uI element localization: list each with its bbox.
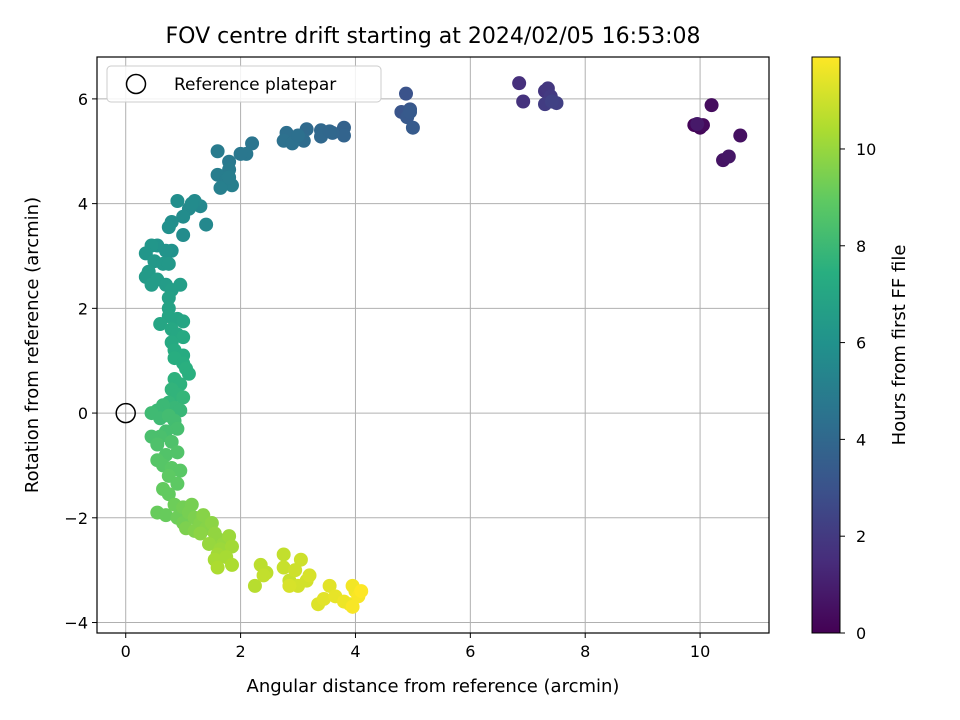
data-point bbox=[399, 86, 414, 101]
data-point bbox=[224, 557, 239, 572]
data-point bbox=[210, 560, 225, 575]
x-tick-label: 0 bbox=[121, 642, 131, 661]
colorbar-tick-label: 8 bbox=[856, 237, 866, 256]
data-point bbox=[193, 526, 208, 541]
data-point bbox=[322, 124, 337, 139]
data-point bbox=[184, 497, 199, 512]
legend-label-reference: Reference platepar bbox=[174, 75, 336, 95]
reference-marker bbox=[115, 402, 136, 424]
y-tick-label: −4 bbox=[64, 614, 88, 633]
data-point bbox=[256, 568, 271, 583]
data-point bbox=[282, 578, 297, 593]
data-point bbox=[202, 536, 216, 551]
x-tick-label: 2 bbox=[235, 642, 245, 661]
data-point bbox=[512, 76, 527, 91]
data-point bbox=[733, 128, 748, 143]
data-point bbox=[161, 256, 176, 271]
data-point bbox=[276, 560, 291, 575]
data-point bbox=[176, 228, 191, 243]
y-tick-label: 4 bbox=[78, 195, 88, 214]
data-point bbox=[199, 217, 214, 232]
colorbar-tick-label: 10 bbox=[856, 140, 876, 159]
data-point bbox=[544, 94, 559, 109]
data-point bbox=[204, 516, 219, 531]
data-point bbox=[245, 136, 260, 151]
data-point bbox=[153, 317, 168, 332]
data-point bbox=[222, 170, 237, 185]
data-point bbox=[345, 599, 360, 614]
plot-frame bbox=[96, 56, 770, 634]
data-point bbox=[161, 220, 176, 235]
x-tick-label: 8 bbox=[580, 642, 590, 661]
colorbar-tick-label: 2 bbox=[856, 527, 866, 546]
data-point bbox=[291, 128, 306, 143]
y-tick-label: 2 bbox=[78, 299, 88, 318]
y-axis-ticks: −4 −2 0 2 4 6 bbox=[64, 90, 97, 633]
data-point bbox=[354, 584, 369, 599]
colorbar-tick-label: 4 bbox=[856, 430, 866, 449]
data-point bbox=[213, 180, 228, 195]
data-point bbox=[176, 390, 191, 405]
data-point bbox=[721, 149, 736, 164]
data-point bbox=[161, 290, 176, 305]
data-point bbox=[322, 578, 337, 593]
data-point bbox=[403, 104, 418, 119]
x-tick-label: 4 bbox=[350, 642, 360, 661]
data-point bbox=[181, 366, 196, 381]
data-point bbox=[690, 117, 705, 132]
colorbar-gradient bbox=[811, 56, 841, 634]
legend-marker-reference bbox=[125, 73, 147, 95]
data-point bbox=[224, 539, 239, 554]
data-point bbox=[158, 508, 173, 523]
data-point bbox=[170, 476, 185, 491]
data-point bbox=[222, 529, 237, 544]
data-point bbox=[170, 445, 185, 460]
x-tick-label: 6 bbox=[465, 642, 475, 661]
data-point bbox=[302, 568, 317, 583]
reference-point bbox=[115, 402, 136, 424]
data-point bbox=[184, 196, 199, 211]
data-point bbox=[336, 128, 351, 143]
legend-box bbox=[106, 65, 382, 103]
data-point bbox=[516, 94, 531, 109]
data-point bbox=[176, 209, 191, 224]
legend: Reference platepar bbox=[106, 65, 382, 103]
data-point bbox=[150, 437, 165, 452]
data-point bbox=[288, 563, 303, 578]
data-point bbox=[316, 591, 331, 606]
y-tick-label: 6 bbox=[78, 90, 88, 109]
data-point bbox=[176, 330, 191, 345]
data-point bbox=[210, 144, 225, 159]
colorbar: 0 2 4 6 8 10 Hours from first FF file bbox=[811, 56, 910, 643]
colorbar-ticks: 0 2 4 6 8 10 bbox=[840, 140, 876, 643]
data-point bbox=[405, 120, 420, 135]
x-axis-label: Angular distance from reference (arcmin) bbox=[247, 676, 620, 697]
data-point bbox=[704, 98, 719, 113]
data-point bbox=[247, 578, 262, 593]
data-point bbox=[144, 277, 159, 292]
data-point bbox=[293, 552, 308, 567]
y-tick-label: 0 bbox=[78, 404, 88, 423]
data-point bbox=[170, 194, 185, 208]
grid-lines bbox=[97, 57, 769, 633]
x-axis-ticks: 0 2 4 6 8 10 bbox=[121, 633, 710, 661]
y-tick-label: −2 bbox=[64, 509, 88, 528]
colorbar-tick-label: 0 bbox=[856, 624, 866, 643]
x-tick-label: 10 bbox=[690, 642, 710, 661]
data-point bbox=[176, 314, 191, 329]
chart-title: FOV centre drift starting at 2024/02/05 … bbox=[166, 24, 701, 49]
colorbar-label: Hours from first FF file bbox=[889, 245, 910, 446]
data-point bbox=[276, 547, 291, 562]
data-point bbox=[170, 421, 185, 436]
y-axis-label: Rotation from reference (arcmin) bbox=[22, 197, 43, 493]
data-point bbox=[173, 463, 188, 478]
data-point bbox=[173, 403, 188, 418]
data-points bbox=[138, 76, 748, 614]
data-point bbox=[164, 434, 179, 449]
data-point bbox=[161, 487, 176, 502]
colorbar-tick-label: 6 bbox=[856, 334, 866, 353]
data-point bbox=[233, 146, 248, 161]
